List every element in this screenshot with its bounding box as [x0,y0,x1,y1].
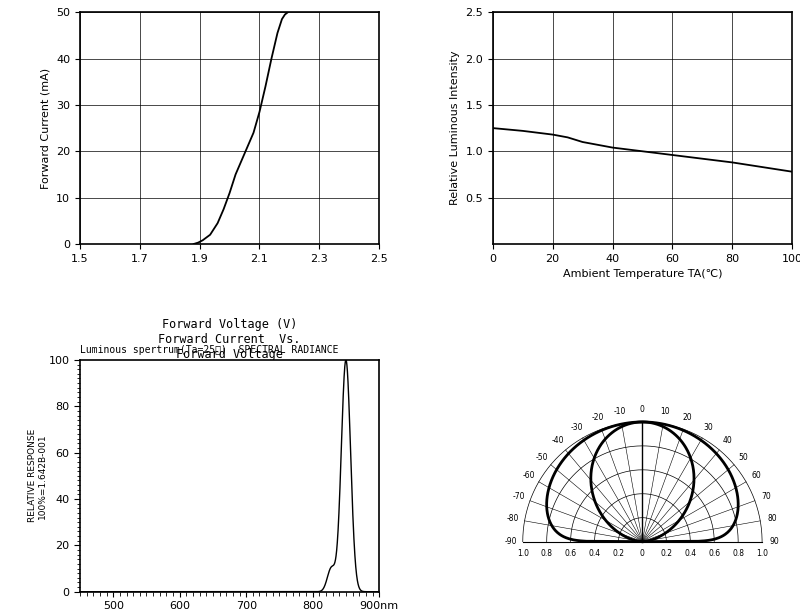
Y-axis label: RELATIVE RESPONSE
100%=1.642B-001: RELATIVE RESPONSE 100%=1.642B-001 [28,429,47,522]
Text: -80: -80 [506,514,519,523]
Text: 90: 90 [769,537,779,546]
X-axis label: Ambient Temperature TA(℃): Ambient Temperature TA(℃) [562,269,722,279]
Text: -20: -20 [591,414,603,422]
Text: -50: -50 [535,453,548,462]
Text: Forward Voltage (V)
Forward Current  Vs.
Forward Voltage: Forward Voltage (V) Forward Current Vs. … [158,318,301,361]
Text: 30: 30 [703,423,713,432]
Text: 0.6: 0.6 [565,549,577,558]
Text: -70: -70 [513,492,525,501]
Y-axis label: Relative Luminous Intensity: Relative Luminous Intensity [450,51,460,206]
Text: 0.2: 0.2 [613,549,625,558]
Text: 0.2: 0.2 [660,549,672,558]
Text: 1.0: 1.0 [517,549,529,558]
Text: -60: -60 [522,472,534,480]
Text: 20: 20 [682,414,692,422]
Text: -10: -10 [614,407,626,417]
Text: 0.8: 0.8 [541,549,553,558]
Text: 0: 0 [640,549,645,558]
Text: 0.8: 0.8 [732,549,744,558]
Text: 1.0: 1.0 [756,549,768,558]
Text: Luminous spertrum(Ta=25℃)  SPECTRAL RADIANCE: Luminous spertrum(Ta=25℃) SPECTRAL RADIA… [80,345,338,355]
Text: 80: 80 [767,514,777,523]
Text: 10: 10 [661,407,670,417]
Text: 0: 0 [640,406,645,414]
Text: 60: 60 [751,472,762,480]
Text: 40: 40 [722,436,732,445]
Text: 0.4: 0.4 [684,549,696,558]
Text: -30: -30 [570,423,583,432]
Text: 0.6: 0.6 [708,549,720,558]
Text: -40: -40 [551,436,564,445]
Text: -90: -90 [505,537,517,546]
Y-axis label: Forward Current (mA): Forward Current (mA) [41,68,50,188]
Text: 50: 50 [738,453,748,462]
Text: 70: 70 [762,492,771,501]
Text: 0.4: 0.4 [589,549,601,558]
